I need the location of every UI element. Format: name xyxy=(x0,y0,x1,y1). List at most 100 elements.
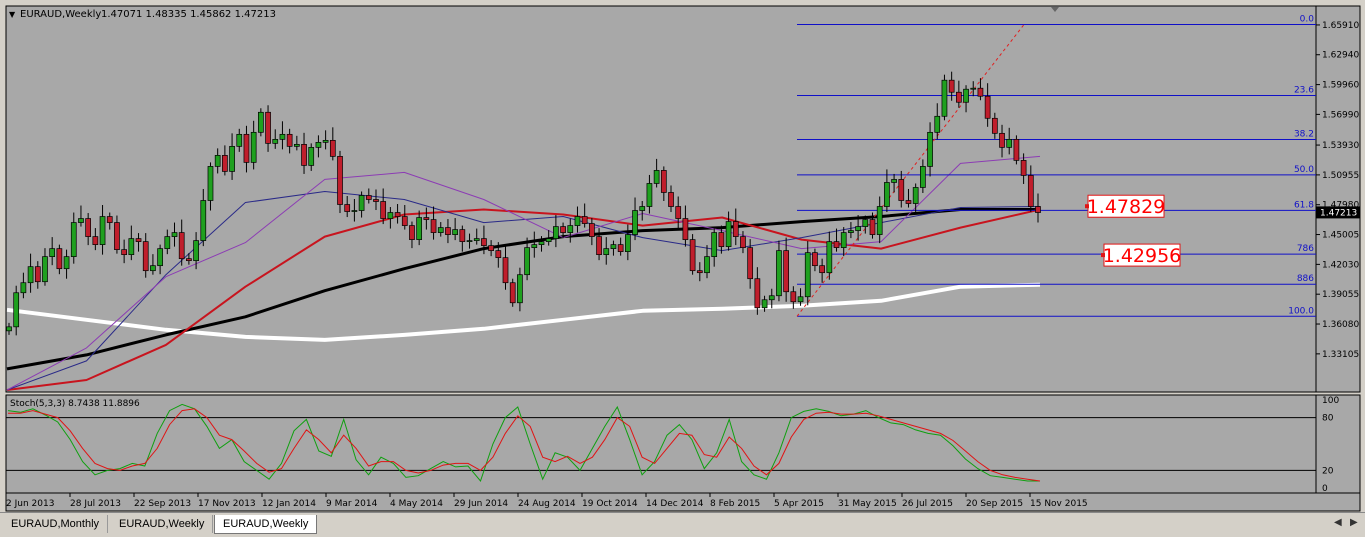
ma-violet-line xyxy=(6,155,1041,391)
price-tick-label: 1.62940 xyxy=(1322,51,1359,61)
candle-bearish xyxy=(445,227,451,235)
candle-bullish xyxy=(272,138,279,144)
candle-bearish xyxy=(142,241,149,272)
candle-bearish xyxy=(790,291,797,303)
candle-bearish xyxy=(955,91,962,103)
candle-bearish xyxy=(337,156,343,205)
candle-bullish xyxy=(1006,138,1013,148)
candle-bearish xyxy=(301,144,307,166)
candle-bullish xyxy=(308,147,315,166)
candle-bullish xyxy=(49,248,56,258)
date-tick-label: 29 Jun 2014 xyxy=(454,499,508,509)
candle-bearish xyxy=(344,204,351,212)
candle-bullish xyxy=(855,226,861,231)
candle-bearish xyxy=(186,258,192,262)
candle-bearish xyxy=(948,79,955,93)
date-tick-label: 14 Dec 2014 xyxy=(646,499,704,509)
candle-bearish xyxy=(1027,175,1034,207)
candle-bearish xyxy=(675,206,682,219)
candle-bullish xyxy=(912,187,919,204)
candle-bullish xyxy=(768,295,775,301)
candle-bearish xyxy=(1020,160,1027,176)
fibo-level-label: 100.0 xyxy=(1288,306,1314,316)
candle-bullish xyxy=(157,248,163,267)
candle-bearish xyxy=(689,239,696,272)
candle-bullish xyxy=(150,265,156,272)
candle-bullish xyxy=(164,236,171,249)
candle-bullish xyxy=(42,256,48,283)
chart-shift-marker-icon[interactable] xyxy=(1051,7,1059,12)
candle-bearish xyxy=(682,218,689,240)
candle-bearish xyxy=(135,238,142,242)
price-callout-text: 1.42956 xyxy=(1103,245,1182,267)
date-axis xyxy=(5,492,1361,512)
candle-bullish xyxy=(229,146,235,172)
stoch-pane[interactable] xyxy=(5,394,1317,494)
price-axis xyxy=(1315,5,1361,393)
fibo-level-label: 0.0 xyxy=(1300,15,1315,25)
candle-bullish xyxy=(473,238,480,241)
candle-bearish xyxy=(991,117,998,134)
chart-tab-bar: EURAUD,Monthly EURAUD,Weekly EURAUD,Week… xyxy=(0,512,1365,537)
date-tick-label: 31 May 2015 xyxy=(838,499,897,509)
candle-bearish xyxy=(984,95,991,119)
candle-bearish xyxy=(754,278,761,309)
candle-bullish xyxy=(646,183,653,207)
stochastic-oscillator: 100 80 20 0 xyxy=(6,396,1339,494)
candle-bullish xyxy=(250,131,257,163)
candle-bearish xyxy=(85,218,92,237)
date-tick-label: 17 Nov 2013 xyxy=(198,499,256,509)
candle-bearish xyxy=(329,139,336,157)
candle-bearish xyxy=(502,257,509,284)
chart-menu-arrow-icon[interactable]: ▼ xyxy=(9,10,16,19)
candle-bullish xyxy=(840,232,847,248)
candle-bullish xyxy=(13,292,20,328)
price-tick-label: 1.39055 xyxy=(1322,290,1359,300)
candle-bullish xyxy=(632,210,638,235)
candle-bullish xyxy=(452,229,458,235)
date-tick-label: 9 Mar 2014 xyxy=(326,499,378,509)
date-tick-label: 2 Jun 2013 xyxy=(6,499,54,509)
candle-bullish xyxy=(171,232,178,237)
candle-bullish xyxy=(920,166,926,188)
candle-bearish xyxy=(977,87,984,97)
candle-bullish xyxy=(891,179,897,183)
stoch-tick-label: 20 xyxy=(1322,466,1334,476)
candle-bearish xyxy=(819,265,825,274)
candle-bullish xyxy=(387,212,394,219)
price-tick-label: 1.47980 xyxy=(1322,201,1359,211)
tab-scroll-right-icon[interactable]: ▶ xyxy=(1350,517,1358,528)
candle-bearish xyxy=(178,232,185,260)
tab-scroll-left-icon[interactable]: ◀ xyxy=(1334,517,1342,528)
candle-bearish xyxy=(380,201,387,219)
candle-bearish xyxy=(869,219,876,235)
candle-bearish xyxy=(747,247,754,280)
candle-bullish xyxy=(848,230,854,233)
candle-bearish xyxy=(495,250,502,259)
candle-bullish xyxy=(6,326,12,332)
tab-euraud-monthly[interactable]: EURAUD,Monthly xyxy=(3,515,109,533)
candle-bullish xyxy=(70,222,77,258)
fibo-trend-line[interactable] xyxy=(796,24,1025,317)
candle-bearish xyxy=(409,225,415,240)
candle-bearish xyxy=(589,223,595,237)
candle-bullish xyxy=(761,299,768,309)
candle-bearish xyxy=(430,219,437,233)
stoch-header: Stoch(5,3,3) 8.7438 11.8896 xyxy=(10,399,140,409)
candle-bearish xyxy=(92,236,99,245)
price-tick-label: 1.50955 xyxy=(1322,171,1359,181)
tab-euraud-weekly-1[interactable]: EURAUD,Weekly xyxy=(111,515,214,533)
candle-bullish xyxy=(200,200,207,241)
ma-black-line xyxy=(6,208,1040,371)
candle-bearish xyxy=(898,179,905,201)
tab-euraud-weekly-2[interactable]: EURAUD,Weekly xyxy=(214,515,318,534)
candle-bullish xyxy=(804,252,811,298)
stoch-main-line xyxy=(7,403,1040,483)
candle-bullish xyxy=(236,133,243,147)
candle-bullish xyxy=(639,206,646,211)
candle-bullish xyxy=(63,256,70,270)
fibonacci-retracement[interactable]: 0.0 23.6 38.2 50.0 61.8 786 886 100.0 xyxy=(796,15,1316,317)
candle-bearish xyxy=(265,111,271,144)
